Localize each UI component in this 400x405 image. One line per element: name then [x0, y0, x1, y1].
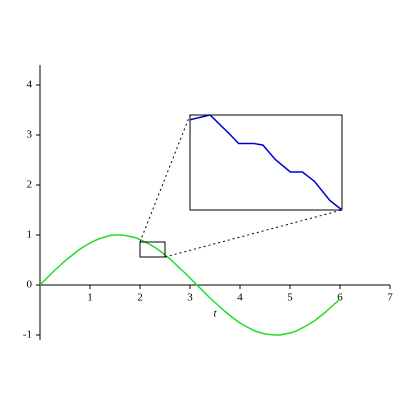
x-axis-label: t — [213, 308, 217, 320]
zoom-connector — [139, 114, 191, 243]
y-tick-label: 4 — [27, 79, 33, 91]
x-tick-label: 5 — [287, 292, 293, 304]
y-tick-label: 0 — [27, 279, 33, 291]
x-tick-label: 4 — [237, 292, 243, 304]
inset-line — [189, 114, 343, 211]
line — [39, 234, 341, 336]
x-tick-label: 3 — [187, 292, 193, 304]
x-tick-label: 7 — [387, 292, 393, 304]
zoom-box — [139, 241, 166, 258]
x-tick-label: 2 — [137, 292, 143, 304]
y-tick-label: 1 — [27, 229, 33, 241]
y-tick-label: 3 — [27, 129, 33, 141]
inset-frame — [189, 114, 343, 211]
y-tick-label: -1 — [23, 329, 32, 341]
zoom-connector — [164, 209, 343, 258]
y-tick-label: 2 — [27, 179, 33, 191]
x-tick-label: 6 — [337, 292, 343, 304]
x-tick-label: 1 — [87, 292, 93, 304]
